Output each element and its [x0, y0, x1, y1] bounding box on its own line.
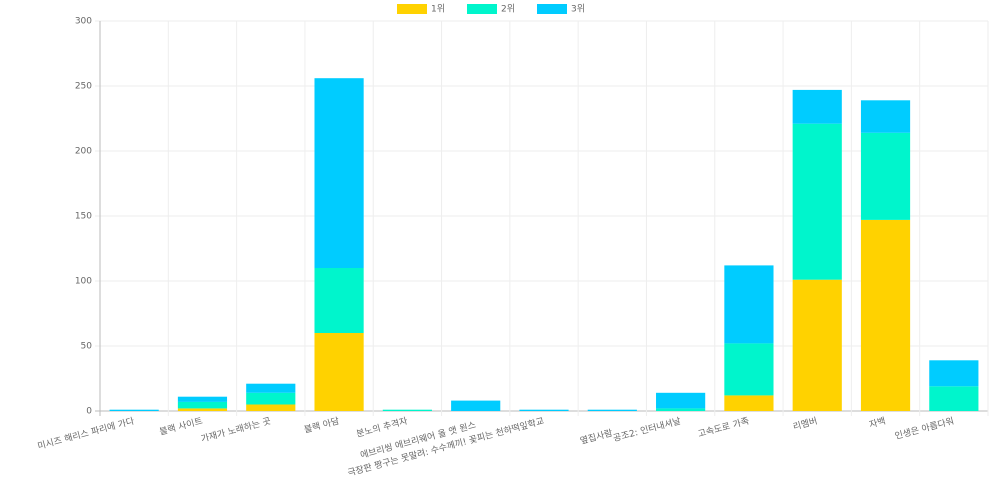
bar-segment	[246, 383, 296, 393]
bar-segment	[177, 396, 228, 402]
bar-segment	[929, 360, 979, 387]
legend-label: 2위	[501, 4, 515, 15]
bar-segment	[451, 400, 501, 411]
legend-swatch	[467, 4, 497, 14]
y-tick-label: 200	[75, 147, 92, 157]
x-tick-label: 미시즈 해리스 파리에 가다	[36, 416, 136, 453]
legend-label: 1위	[431, 4, 445, 15]
bar-segment	[109, 409, 159, 411]
legend-swatch	[537, 4, 567, 14]
y-tick-label: 100	[75, 277, 92, 287]
bar-segment	[314, 333, 364, 411]
bar-segment	[656, 392, 706, 409]
x-tick-label: 고속도로 가족	[697, 416, 751, 440]
x-tick-label: 블랙 아담	[303, 415, 341, 436]
legend-swatch	[397, 4, 427, 14]
bar-segment	[314, 78, 364, 268]
bar-segment	[860, 100, 911, 133]
x-tick-label: 공조2: 인터내셔날	[612, 416, 682, 445]
x-tick-label: 블랙 사이트	[158, 416, 204, 438]
y-tick-label: 150	[75, 212, 92, 222]
y-tick-label: 0	[86, 407, 92, 417]
x-tick-label: 옆집사람	[579, 427, 614, 447]
bar-segment	[382, 409, 432, 411]
bar-segment	[177, 408, 228, 411]
x-tick-label: 분노의 추격자	[355, 415, 410, 440]
bar-segment	[587, 409, 637, 411]
bar-segment	[724, 265, 774, 344]
x-tick-label: 가재가 노래하는 곳	[200, 416, 272, 445]
bar-segment	[656, 408, 706, 411]
legend-label: 3위	[571, 4, 585, 15]
x-tick-label: 자백	[868, 416, 887, 431]
y-tick-label: 300	[75, 17, 92, 27]
bar-segment	[860, 219, 911, 411]
bar-segment	[177, 401, 228, 409]
x-tick-label: 리멤버	[792, 416, 819, 433]
bar-segment	[724, 395, 774, 411]
bar-segment	[314, 268, 364, 333]
bar-segment	[792, 123, 842, 280]
bar-segment	[246, 392, 296, 405]
bar-segment	[724, 343, 774, 396]
bar-segment	[246, 404, 296, 411]
bar-segment	[519, 409, 569, 411]
bar-segment	[860, 132, 911, 220]
bar-segment	[792, 279, 842, 411]
y-tick-label: 50	[81, 342, 93, 352]
x-tick-label: 인생은 아름다워	[894, 416, 956, 442]
bar-segment	[792, 89, 842, 124]
y-tick-label: 250	[75, 82, 92, 92]
bar-segment	[929, 386, 979, 411]
